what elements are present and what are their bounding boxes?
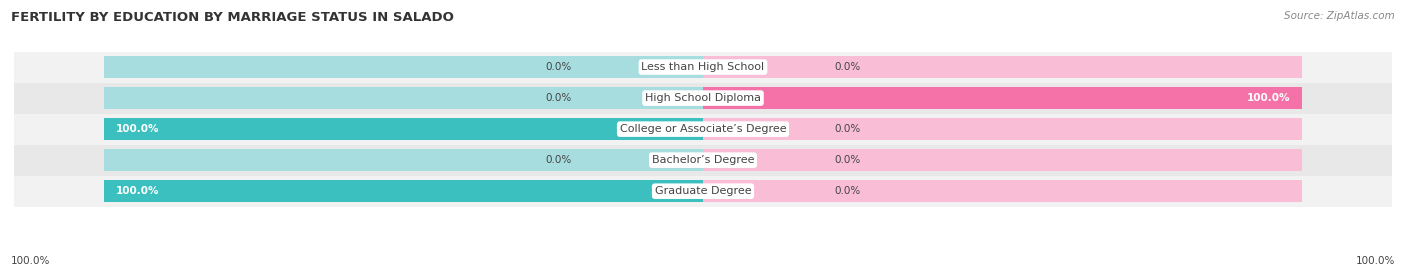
Text: Graduate Degree: Graduate Degree <box>655 186 751 196</box>
Text: 0.0%: 0.0% <box>546 155 571 165</box>
Bar <box>14 145 1392 176</box>
Bar <box>14 52 1392 83</box>
Text: 0.0%: 0.0% <box>835 186 860 196</box>
Bar <box>104 118 703 140</box>
Bar <box>703 118 1302 140</box>
Text: Less than High School: Less than High School <box>641 62 765 72</box>
Bar <box>104 180 703 202</box>
Bar <box>104 87 703 109</box>
Text: 0.0%: 0.0% <box>835 124 860 134</box>
Text: 0.0%: 0.0% <box>835 155 860 165</box>
Bar <box>703 180 1302 202</box>
Text: 100.0%: 100.0% <box>115 124 159 134</box>
Text: FERTILITY BY EDUCATION BY MARRIAGE STATUS IN SALADO: FERTILITY BY EDUCATION BY MARRIAGE STATU… <box>11 11 454 24</box>
Bar <box>703 87 1302 109</box>
Text: Bachelor’s Degree: Bachelor’s Degree <box>652 155 754 165</box>
Bar <box>703 56 1302 78</box>
Text: 100.0%: 100.0% <box>115 186 159 196</box>
Bar <box>14 83 1392 114</box>
Bar <box>104 180 703 202</box>
Bar <box>14 176 1392 207</box>
Text: 100.0%: 100.0% <box>11 256 51 266</box>
Bar <box>703 149 1302 171</box>
Text: College or Associate’s Degree: College or Associate’s Degree <box>620 124 786 134</box>
Bar <box>104 118 703 140</box>
Text: High School Diploma: High School Diploma <box>645 93 761 103</box>
Text: 0.0%: 0.0% <box>835 62 860 72</box>
Text: 0.0%: 0.0% <box>546 62 571 72</box>
Bar <box>14 114 1392 145</box>
Text: 100.0%: 100.0% <box>1247 93 1291 103</box>
Bar <box>104 149 703 171</box>
Text: 100.0%: 100.0% <box>1355 256 1395 266</box>
Text: Source: ZipAtlas.com: Source: ZipAtlas.com <box>1284 11 1395 21</box>
Text: 0.0%: 0.0% <box>546 93 571 103</box>
Bar <box>703 87 1302 109</box>
Bar <box>104 56 703 78</box>
